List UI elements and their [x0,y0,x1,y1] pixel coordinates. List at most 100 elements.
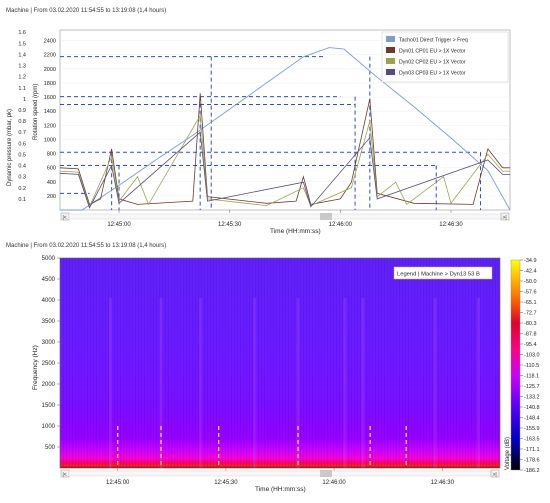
top-left-tick-label: 1.3 [18,64,26,70]
legend-entry-dyn03: Dyn03 CP03 EU > 1X Vector [399,71,466,77]
spectrogram-harmonic-bands [108,298,480,468]
spectrogram-y-axis-ticks: 500 1000 1500 2000 2500 3000 3500 4000 4500 5000 [42,256,60,451]
top-series-group [59,47,511,211]
bottom-scroll-right-label: >| [493,472,497,478]
spectrogram-x-tick-label: 12:45:30 [214,480,238,486]
colorbar-tick-label: -80.3 [524,321,537,327]
top-x-tick-label: 12:45:00 [107,222,131,228]
spectrogram-y-tick-label: 3500 [42,319,56,325]
spectrogram-harmonic-band [253,298,257,468]
spectrogram-x-tick-label: 12:46:00 [322,480,346,486]
colorbar-tick-label: -50.0 [524,279,537,285]
spectrogram-markers [117,426,407,468]
spectrogram-y-axis-label: Frequency (Hz) [32,345,39,390]
dyn02-series-line [59,114,510,208]
top-right-axis-ticks: 200 400 600 800 1000 1200 1400 1600 1800 2000 2200… [44,39,56,200]
top-scroll-right-label: >| [503,215,507,221]
top-right-tick-label: 800 [47,152,56,158]
spectrogram-texture [60,258,500,468]
spectrogram-y-tick-label: 2000 [42,382,56,388]
spectrogram-legend-text: Legend | Machine > Dyn13 53 B [397,272,480,278]
top-right-tick-label: 2400 [44,39,56,45]
colorbar-label: Voltage (dB) [505,437,511,470]
colorbar-tick-label: -42.4 [524,269,537,275]
top-left-tick-label: 0.2 [18,186,26,192]
top-left-tick-label: 0.7 [18,130,26,136]
spectrogram-harmonic-band [433,298,437,468]
top-guide-lines [60,56,481,210]
top-left-tick-label: 1.1 [18,86,26,92]
top-x-tick-label: 12:45:30 [218,222,242,228]
spectrogram-y-tick-label: 4000 [42,298,56,304]
top-grid [60,40,510,197]
top-right-tick-label: 1000 [44,137,56,143]
colorbar [510,259,521,471]
colorbar-tick-label: -87.8 [524,332,537,338]
legend-swatch-tacho [386,36,395,42]
top-left-tick-label: 1.2 [18,75,26,81]
top-left-axis-label: Dynamic pressure (mbar, pk) [7,109,13,186]
bottom-scroll-right-button[interactable] [490,469,500,478]
top-left-tick-label: 0.6 [18,141,26,147]
colorbar-tick-label: -125.7 [524,384,540,390]
top-left-tick-label: 0.3 [18,175,26,181]
top-x-tick-label: 12:46:30 [439,222,463,228]
top-panel: Machine | From 03.02.2020 11:54:55 to 13… [6,8,511,235]
bottom-panel: Machine | From 03.02.2020 11:54:55 to 13… [6,243,540,493]
top-x-axis-label: Time (HH:mm:ss) [270,228,321,235]
top-scroll-right-button[interactable] [500,212,510,221]
spectrogram-y-tick-label: 2500 [42,361,56,367]
top-left-tick-label: 1.6 [18,30,26,36]
top-legend-box [381,31,509,83]
bottom-panel-header: Machine | From 03.02.2020 11:54:55 to 13… [6,243,166,249]
spectrogram-y-tick-label: 3000 [42,340,56,346]
spectrogram-harmonic-band [343,298,347,468]
top-left-tick-label: 1 [23,97,26,103]
spectrogram-harmonic-band [199,298,203,468]
bottom-scroll-track[interactable] [68,470,492,477]
top-left-axis-ticks: 0.1 0.2 0.3 0.4 0.5 0.6 0.7 0.8 0.9 1 1.1 1.2 1.3 1.4… [18,30,26,203]
top-right-tick-label: 1200 [44,123,56,129]
spectrogram-y-tick-label: 1500 [42,403,56,409]
legend-entry-dyn02: Dyn02 CP02 EU > 1X Vector [399,60,466,66]
bottom-scroll-left-label: |< [63,472,67,478]
colorbar-tick-label: -57.6 [524,290,537,296]
colorbar-tick-label: -186.2 [524,468,540,474]
top-right-tick-label: 200 [47,194,56,200]
colorbar-tick-label: -140.8 [524,405,540,411]
colorbar-tick-label: -72.7 [524,311,537,317]
spectrogram-y-tick-label: 4500 [42,277,56,283]
legend-entry-tacho: Tacho01 Direct Trigger > Freq [399,38,468,44]
colorbar-tick-label: -148.4 [524,416,540,422]
top-legend: Tacho01 Direct Trigger > Freq Dyn01 CP01… [381,31,509,83]
top-left-tick-label: 0.5 [18,152,26,158]
colorbar-ticks: -34.9 -42.4 -50.0 -57.6 -65.1 -72.7 -80.3 -87.8… [520,258,540,474]
top-right-tick-label: 2200 [44,53,56,59]
spectrogram-x-axis-label: Time (HH:mm:ss) [255,486,306,493]
spectrogram-legend-box [393,266,493,280]
colorbar-tick-label: -155.9 [524,426,540,432]
top-x-tick-label: 12:46:00 [329,222,353,228]
spectrogram-y-tick-label: 5000 [42,256,56,262]
colorbar-tick-label: -34.9 [524,258,537,264]
top-right-tick-label: 600 [47,166,56,172]
spectrogram-harmonic-band [296,298,300,468]
top-right-tick-label: 1400 [44,109,56,115]
spectrogram-x-tick-label: 12:45:00 [106,480,130,486]
spectrogram-y-tick-label: 500 [45,445,56,451]
colorbar-tick-label: -65.1 [524,300,537,306]
top-right-tick-label: 2000 [44,67,56,73]
top-right-tick-label: 400 [47,180,56,186]
top-right-tick-label: 1800 [44,81,56,87]
top-left-tick-label: 0.8 [18,119,26,125]
bottom-scroll-thumb[interactable] [320,470,332,477]
colorbar-tick-label: -163.5 [524,437,540,443]
top-scroll-track[interactable] [68,213,502,220]
spectrogram-harmonic-band [361,298,365,468]
colorbar-tick-label: -103.0 [524,353,540,359]
legend-swatch-dyn01 [386,47,395,53]
top-scroll-thumb[interactable] [320,213,332,220]
colorbar-tick-label: -95.4 [524,342,537,348]
